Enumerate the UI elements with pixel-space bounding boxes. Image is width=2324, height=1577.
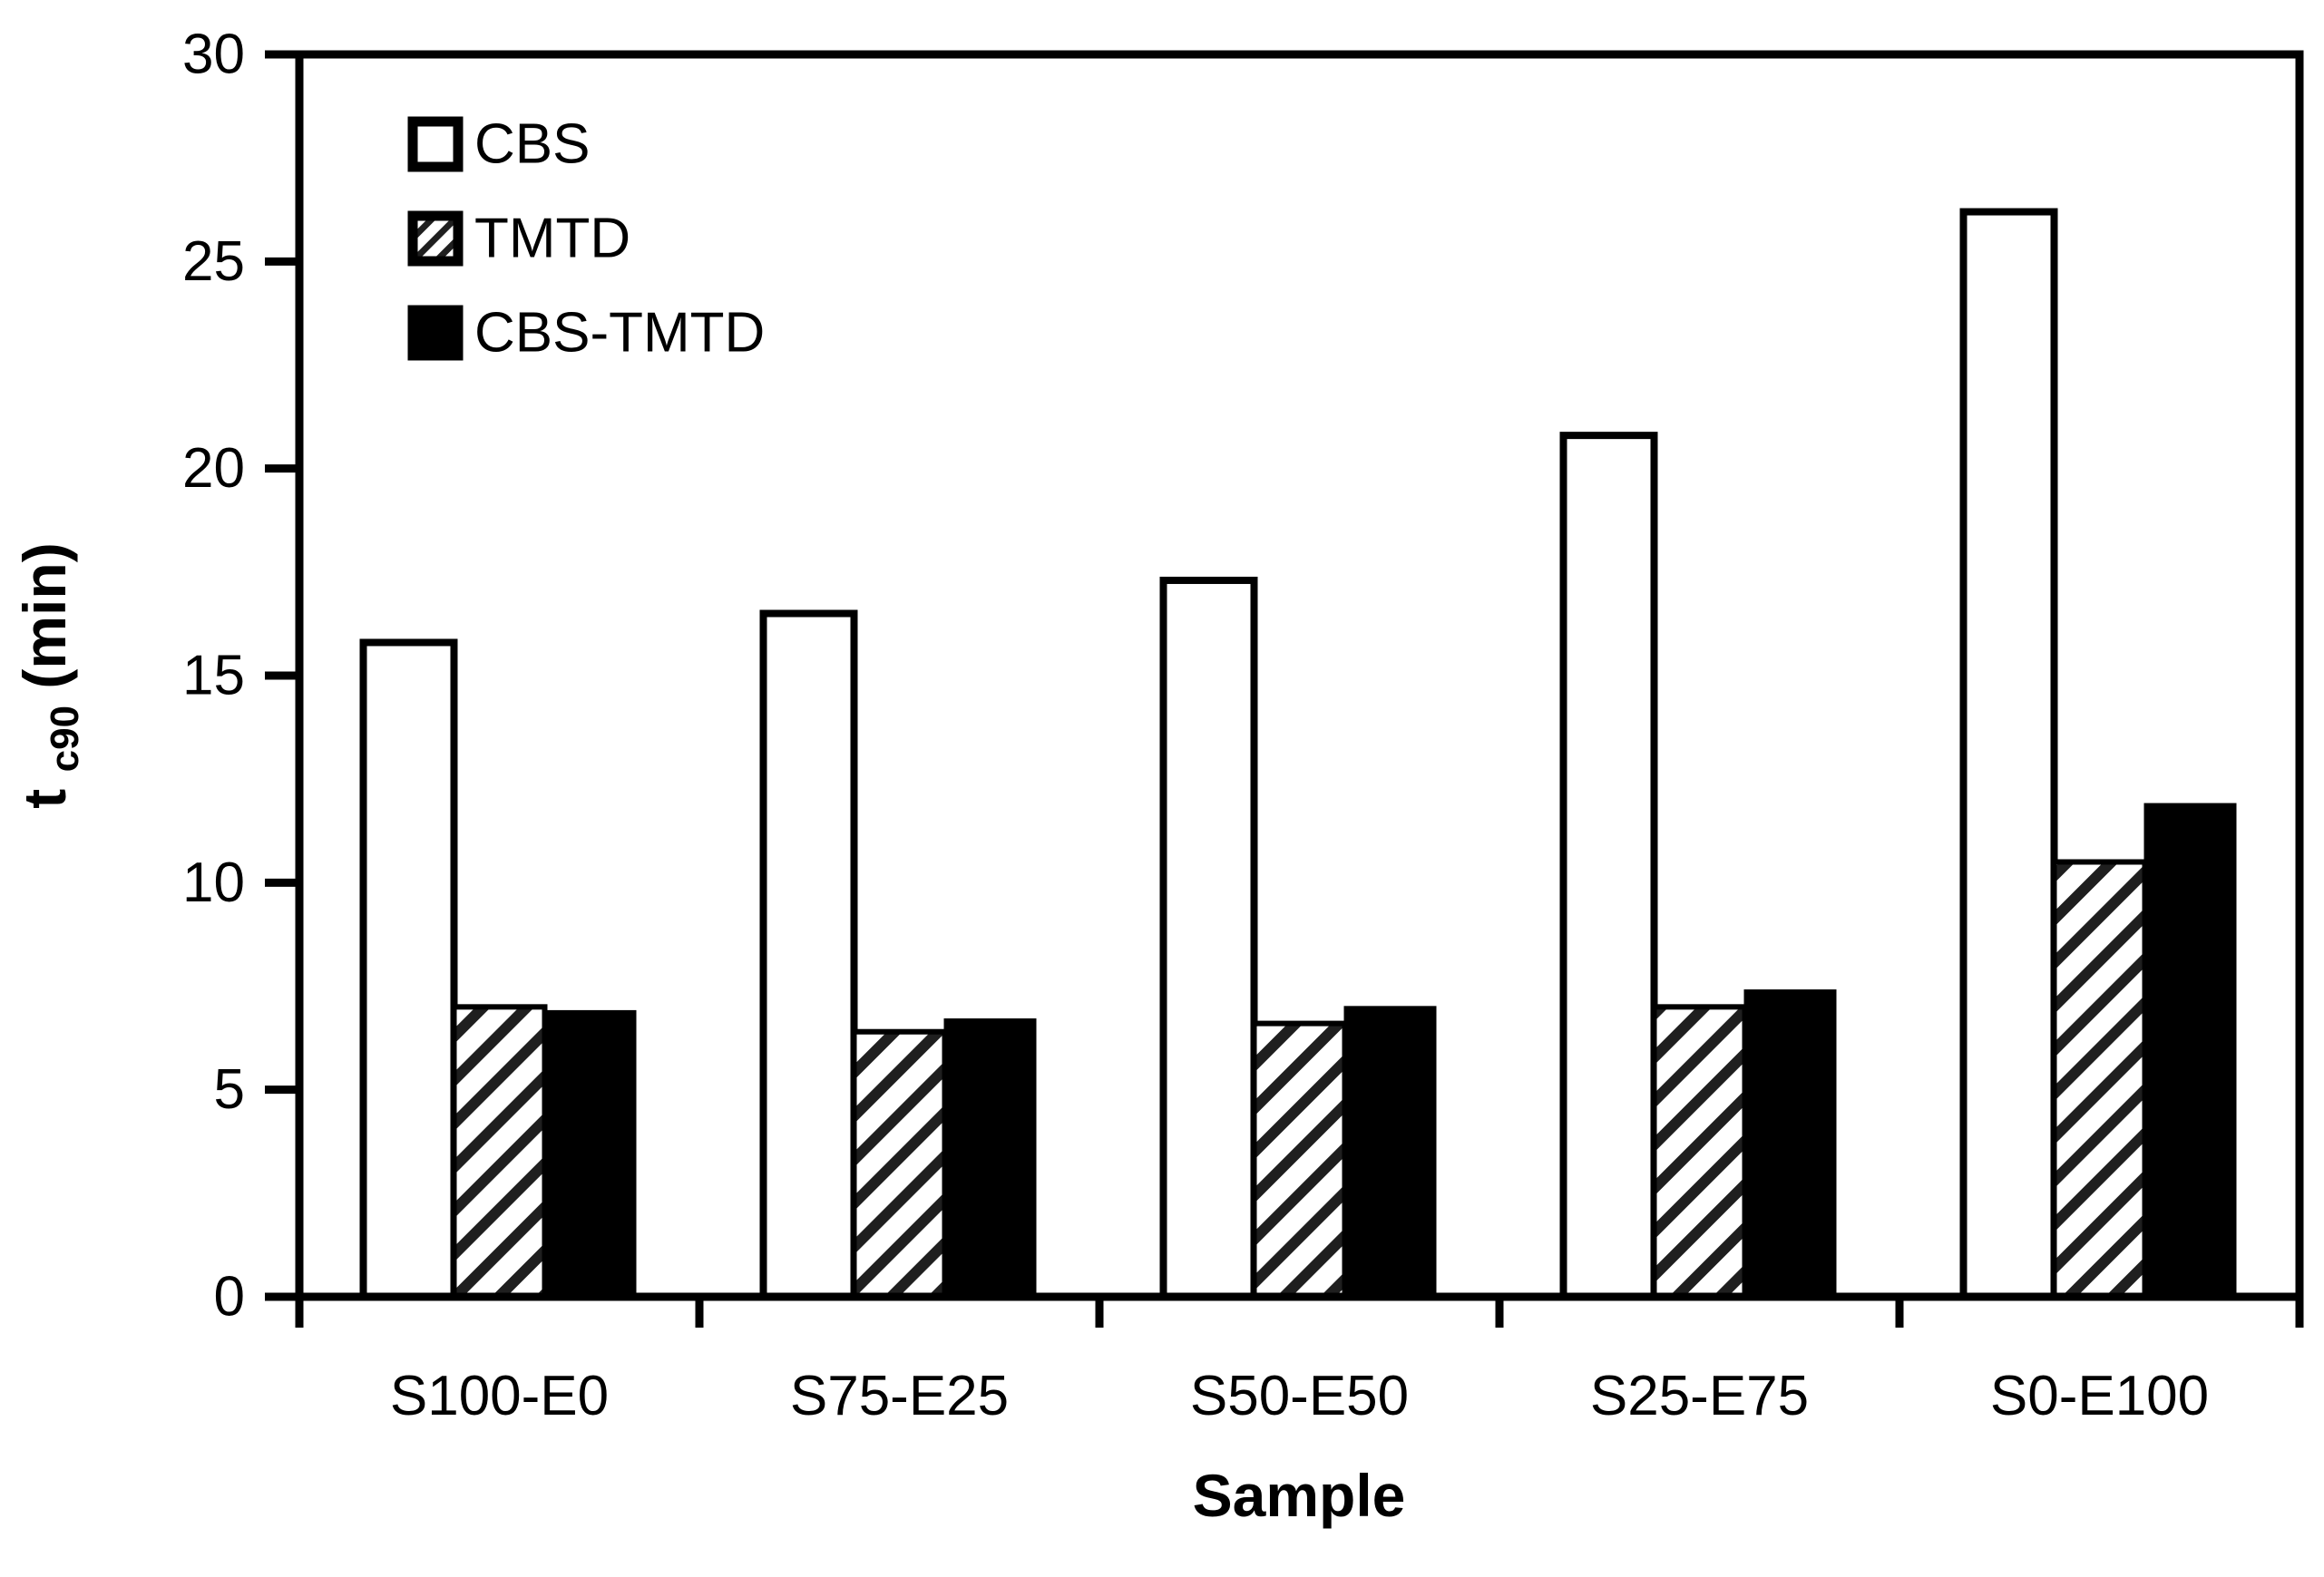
bar-CBS-TMTD-S100-E0 (543, 1009, 637, 1299)
y-tick-label-30: 30 (182, 24, 245, 86)
bar-CBS-S50-E50 (1159, 576, 1258, 1300)
bar-TMTD-S100-E0 (451, 1004, 548, 1300)
y-axis: 0 5 10 15 20 25 30 (182, 24, 299, 1329)
bar-CBS-S25-E75 (1559, 432, 1658, 1300)
bar-CBS-TMTD-S50-E50 (1343, 1006, 1437, 1299)
x-category-label-S50-E50: S50-E50 (1190, 1365, 1409, 1427)
legend-swatch-CBS-TMTD (407, 305, 464, 361)
bars-group (359, 208, 2237, 1301)
y-tick-label-5: 5 (214, 1058, 245, 1121)
bar-CBS-TMTD-S0-E100 (2143, 803, 2237, 1298)
legend-swatch-CBS (407, 116, 464, 172)
y-title-unit: (min) (11, 542, 78, 688)
bar-CBS-TMTD-S25-E75 (1743, 989, 1837, 1298)
bar-CBS-TMTD-S75-E25 (943, 1018, 1037, 1298)
legend-label-TMTD: TMTD (474, 208, 630, 270)
bar-CBS-S0-E100 (1959, 208, 2058, 1301)
y-axis-title: t c90 (min) (11, 542, 91, 808)
bar-TMTD-S75-E25 (851, 1028, 948, 1300)
legend: CBS TMTD CBS-TMTD (407, 113, 765, 365)
x-axis: S100-E0 S75-E25 S50-E50 S25-E75 S0-E100 (295, 1297, 2304, 1427)
y-tick-label-25: 25 (182, 230, 245, 293)
x-category-label-S75-E25: S75-E25 (790, 1365, 1009, 1427)
y-title-main: t (11, 789, 78, 809)
y-tick-label-10: 10 (182, 852, 245, 914)
y-title-sub: c90 (43, 706, 87, 772)
legend-swatch-TMTD (407, 210, 464, 267)
y-tick-label-0: 0 (214, 1266, 245, 1329)
x-category-label-S25-E75: S25-E75 (1590, 1365, 1809, 1427)
bar-CBS-S100-E0 (359, 638, 458, 1300)
legend-label-CBS: CBS (474, 113, 590, 176)
bar-CBS-S75-E25 (759, 609, 858, 1300)
bar-TMTD-S50-E50 (1251, 1020, 1348, 1300)
bar-TMTD-S25-E75 (1651, 1004, 1748, 1300)
bar-TMTD-S0-E100 (2051, 859, 2148, 1300)
x-category-label-S100-E0: S100-E0 (390, 1365, 609, 1427)
y-tick-label-15: 15 (182, 645, 245, 707)
legend-label-CBS-TMTD: CBS-TMTD (474, 302, 765, 365)
y-tick-label-20: 20 (182, 437, 245, 500)
x-axis-title: Sample (1193, 1462, 1406, 1529)
x-category-label-S0-E100: S0-E100 (1990, 1365, 2209, 1427)
